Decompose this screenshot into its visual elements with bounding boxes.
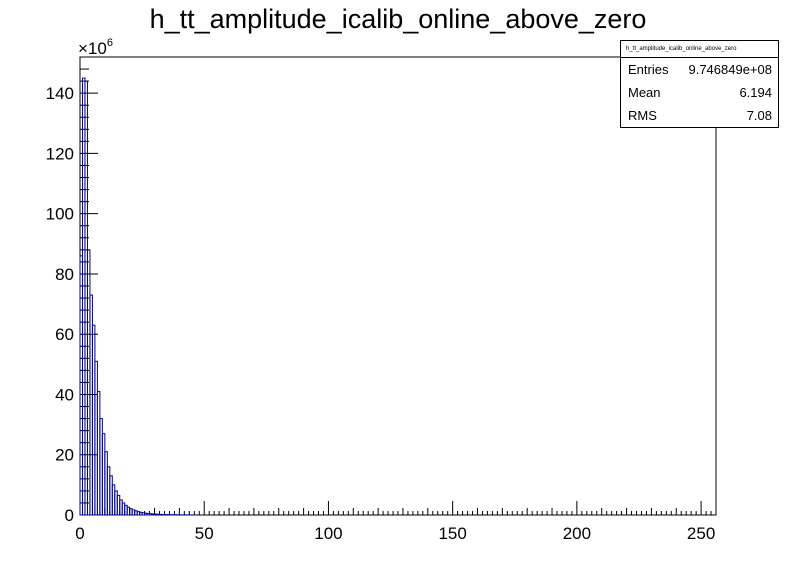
- y-tick-label: 100: [46, 205, 74, 224]
- stats-value: 9.746849e+08: [688, 62, 772, 77]
- y-tick-label: 60: [55, 325, 74, 344]
- stats-box: h_tt_amplitude_icalib_online_above_zero …: [620, 40, 779, 128]
- x-tick-label: 0: [75, 524, 84, 543]
- y-tick-label: 80: [55, 265, 74, 284]
- x-tick-label: 150: [438, 524, 466, 543]
- stats-header: h_tt_amplitude_icalib_online_above_zero: [621, 41, 778, 58]
- stats-label: Entries: [628, 62, 669, 77]
- histogram-bars-layer: [79, 77, 198, 516]
- x-tick-label: 100: [314, 524, 342, 543]
- y-tick-label: 140: [46, 84, 74, 103]
- chart-title: h_tt_amplitude_icalib_online_above_zero: [149, 4, 647, 34]
- y-tick-label: 40: [55, 385, 74, 404]
- stats-value: 7.08: [746, 108, 772, 123]
- stats-row-rms: RMS 7.08: [621, 104, 778, 127]
- stats-label: RMS: [628, 108, 657, 123]
- stats-row-mean: Mean 6.194: [621, 81, 778, 104]
- y-tick-label: 20: [55, 446, 74, 465]
- y-multiplier-base: ×10: [78, 39, 107, 58]
- x-tick-label: 200: [563, 524, 591, 543]
- y-tick-label: 0: [65, 506, 74, 525]
- stats-value: 6.194: [739, 85, 772, 100]
- x-tick-label: 250: [687, 524, 715, 543]
- stats-row-entries: Entries 9.746849e+08: [621, 58, 778, 81]
- tick-labels-layer: 0 50 100 150 200 250 0 20 40 60 80 100 120 140: [46, 84, 716, 543]
- stats-label: Mean: [628, 85, 661, 100]
- x-tick-label: 50: [195, 524, 214, 543]
- y-axis-multiplier: ×106: [78, 37, 113, 58]
- y-tick-label: 120: [46, 144, 74, 163]
- y-multiplier-exponent: 6: [107, 37, 113, 49]
